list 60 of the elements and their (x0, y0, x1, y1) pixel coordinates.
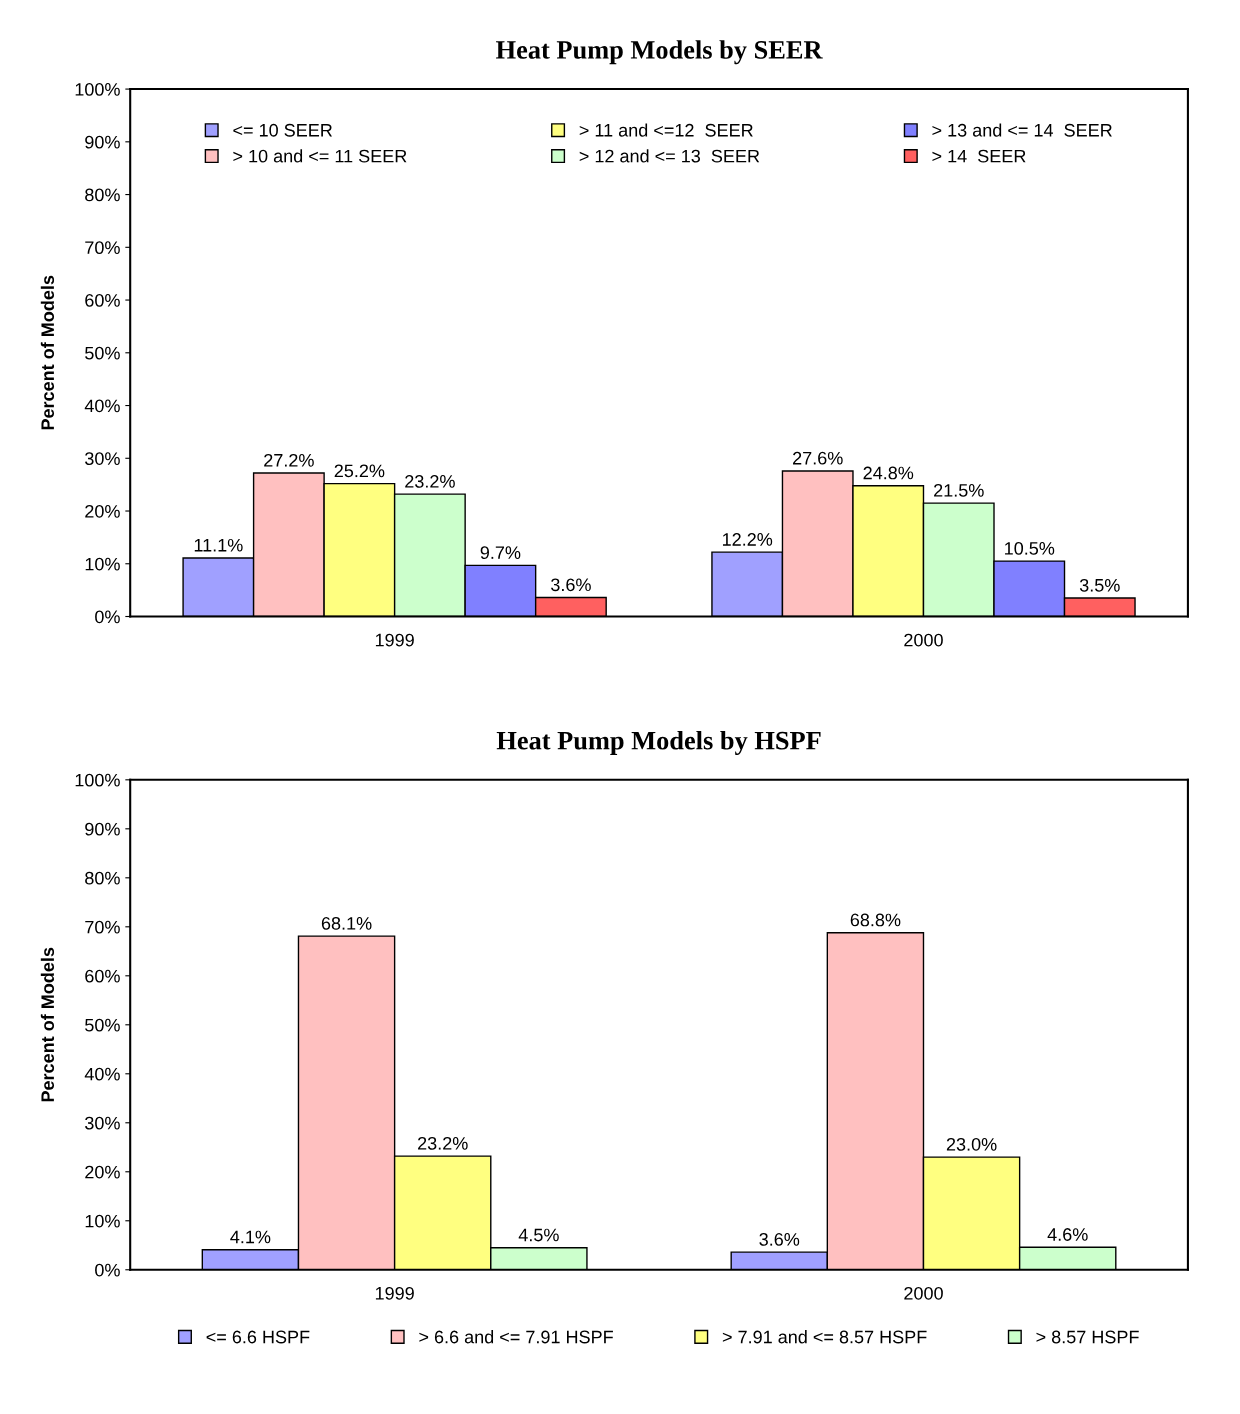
legend-label: > 8.57 HSPF (1036, 1330, 1139, 1344)
legend-label: > 6.6 and <= 7.91 HSPF (419, 1330, 613, 1344)
y-tick-label: 50% (85, 1018, 120, 1032)
y-tick-label: 40% (84, 1067, 120, 1081)
text: 68.1% (321, 916, 372, 930)
chart-title: Heat Pump Models by HSPF (496, 730, 821, 755)
text: 27.2% (264, 453, 314, 467)
y-tick-label: 20% (85, 1165, 120, 1179)
text: 25.2% (334, 464, 385, 478)
legend-label: > 14 SEER (932, 149, 1026, 163)
text: 27.6% (793, 451, 843, 465)
text: 3.6% (759, 1233, 800, 1246)
y-tick-label: 30% (85, 452, 120, 465)
text: 21.5% (934, 483, 984, 497)
y-tick-label: 0% (95, 610, 120, 624)
text: 3.5% (1079, 578, 1120, 592)
y-axis-title: Percent of Models (40, 275, 55, 430)
legend-label: > 11 and <=12 SEER (579, 123, 753, 137)
y-tick-label: 90% (85, 135, 120, 149)
legend-label: <= 10 SEER (233, 123, 332, 137)
text: 23.2% (405, 475, 455, 488)
legend-label: > 7.91 and <= 8.57 HSPF (722, 1330, 927, 1344)
text: 11.1% (194, 538, 243, 552)
y-tick-label: 0% (95, 1263, 120, 1277)
text: 24.8% (863, 466, 914, 480)
y-tick-label: 30% (85, 1116, 120, 1130)
y-tick-label: 80% (85, 871, 120, 885)
y-tick-label: 100% (75, 773, 120, 787)
y-tick-label: 80% (85, 188, 120, 202)
y-tick-label: 100% (75, 83, 120, 96)
y-axis-title: Percent of Models (40, 947, 55, 1102)
y-tick-label: 10% (85, 557, 120, 571)
text: 3.6% (551, 578, 591, 592)
x-tick-label: 2000 (904, 1286, 943, 1300)
y-tick-label: 50% (85, 346, 120, 360)
y-tick-label: 60% (85, 293, 120, 307)
chart-title: Heat Pump Models by SEER (496, 40, 823, 65)
text: 12.2% (722, 533, 773, 546)
text: 23.2% (418, 1136, 468, 1150)
legend-label: > 13 and <= 14 SEER (932, 123, 1112, 137)
text: 23.0% (946, 1137, 997, 1151)
legend-label: <= 6.6 HSPF (206, 1330, 310, 1344)
y-tick-label: 90% (85, 822, 120, 836)
y-tick-label: 60% (85, 969, 120, 983)
text: 10.5% (1005, 541, 1055, 555)
x-tick-label: 1999 (375, 1286, 414, 1300)
y-tick-label: 10% (85, 1214, 120, 1228)
y-tick-label: 40% (84, 399, 120, 413)
text: 4.1% (230, 1230, 271, 1244)
y-tick-label: 70% (85, 241, 120, 255)
y-tick-label: 70% (85, 920, 120, 934)
legend-label: > 12 and <= 13 SEER (579, 149, 760, 163)
y-tick-label: 20% (85, 504, 120, 518)
text: 68.8% (850, 913, 901, 927)
legend-label: > 10 and <= 11 SEER (233, 149, 407, 163)
text: 4.6% (1047, 1228, 1088, 1241)
text: 9.7% (480, 546, 521, 559)
x-tick-label: 1999 (375, 633, 414, 647)
text: 4.5% (518, 1228, 559, 1242)
x-tick-label: 2000 (904, 633, 943, 647)
